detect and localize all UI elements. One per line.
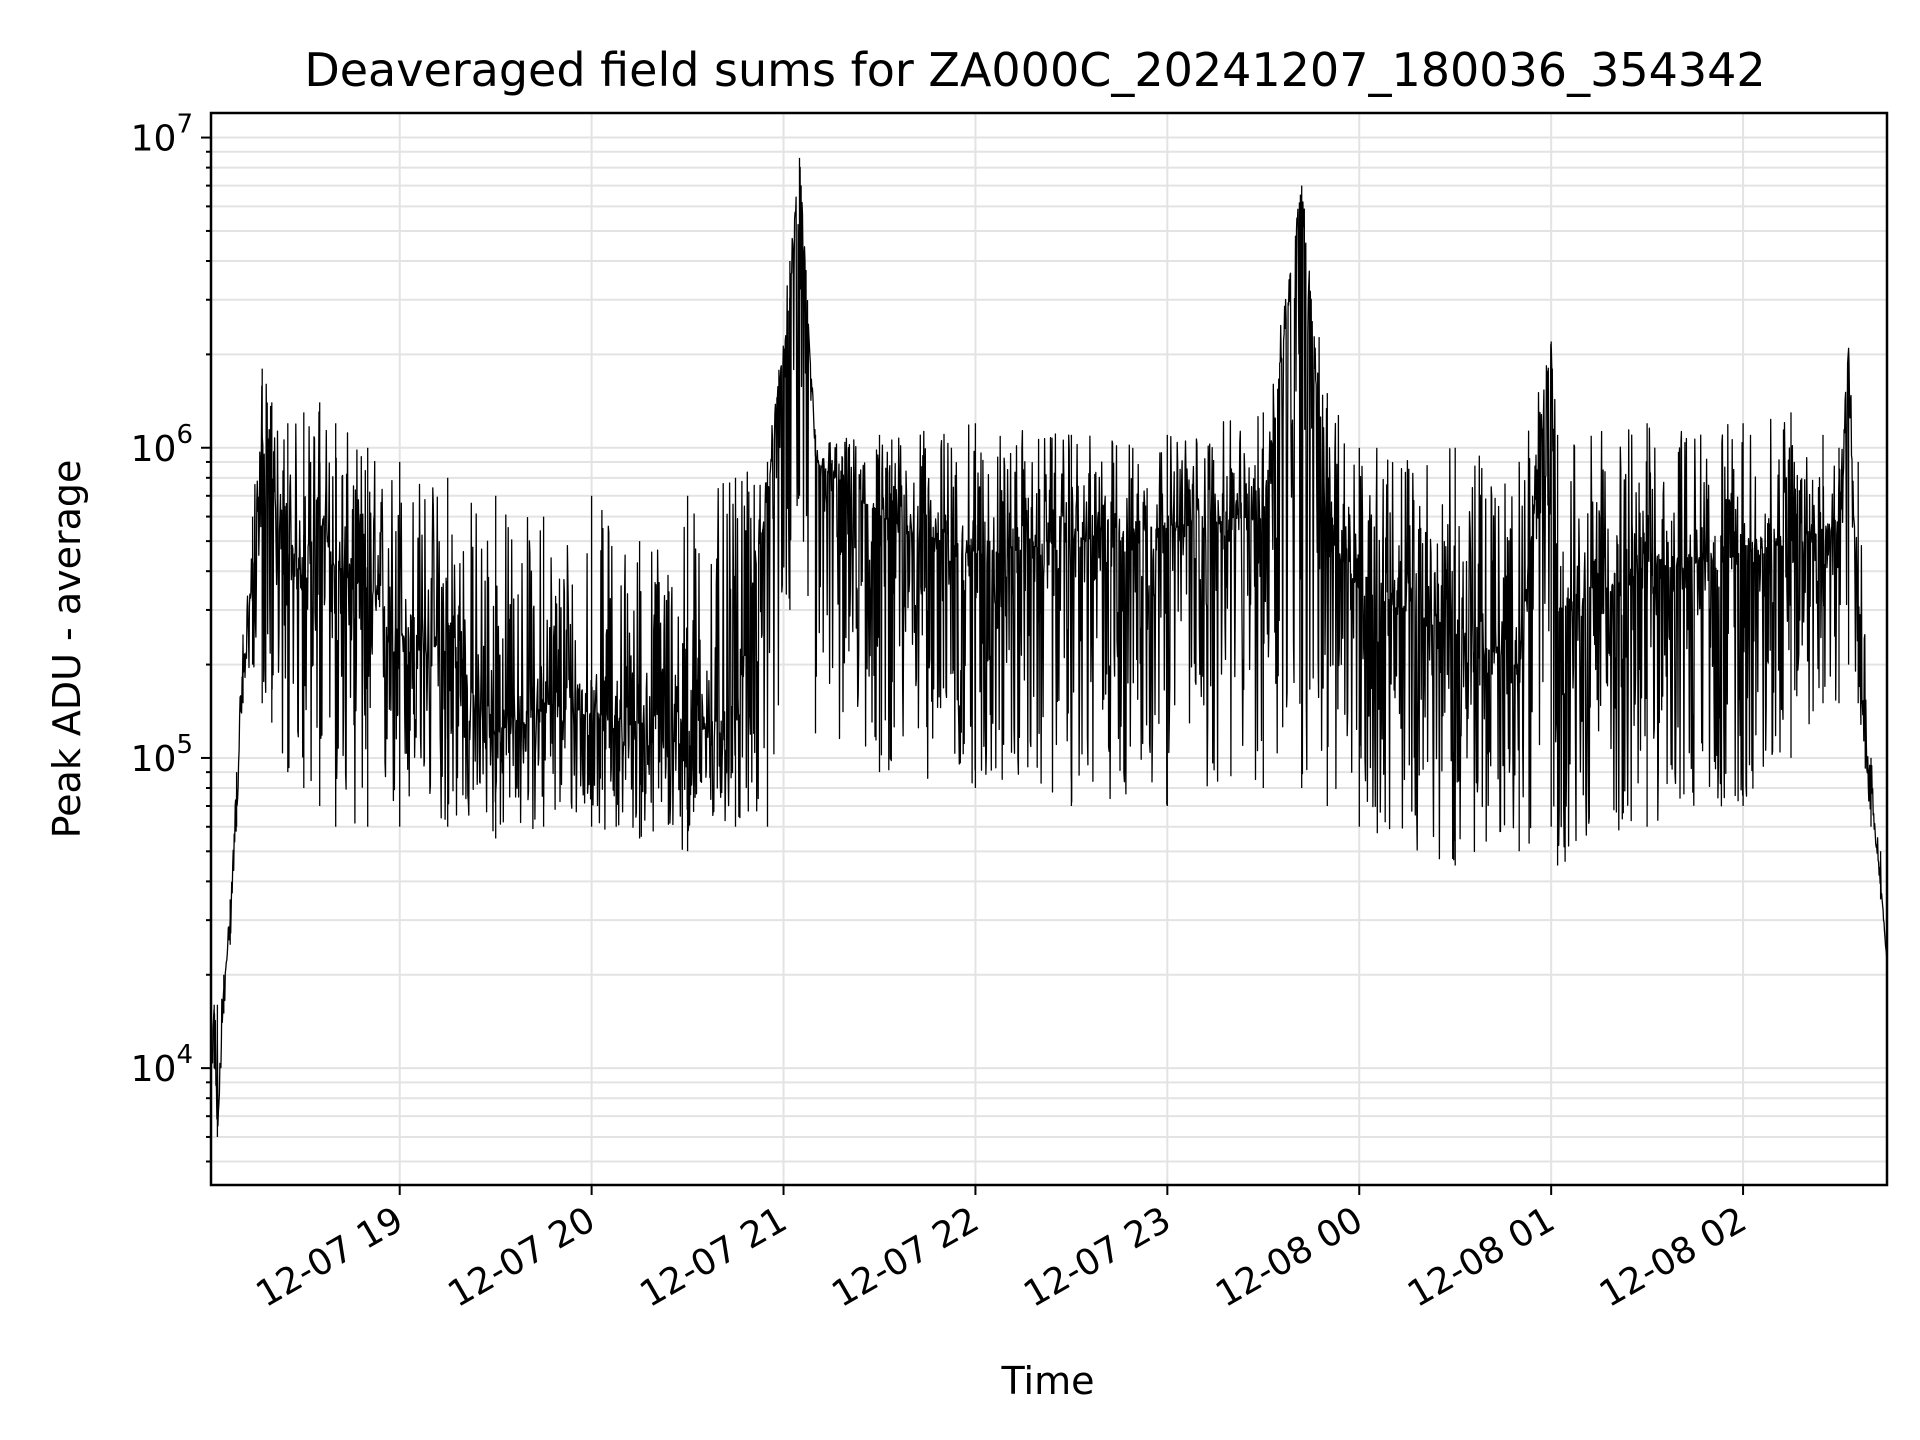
y-tick-label: 104 bbox=[131, 1040, 193, 1090]
x-tick-label: 12-07 21 bbox=[633, 1199, 794, 1315]
series-line bbox=[210, 157, 1888, 1137]
y-tick-exponent: 5 bbox=[176, 730, 193, 760]
y-tick-base: 10 bbox=[131, 119, 177, 160]
y-tick-label: 106 bbox=[131, 420, 193, 470]
x-tick-label: 12-07 19 bbox=[250, 1199, 411, 1315]
y-tick-base: 10 bbox=[131, 429, 177, 470]
chart-title: Deaveraged field sums for ZA000C_2024120… bbox=[304, 43, 1765, 97]
x-tick-label: 12-07 22 bbox=[825, 1199, 986, 1315]
y-tick-base: 10 bbox=[131, 739, 177, 780]
y-axis-label: Peak ADU - average bbox=[45, 460, 89, 839]
y-tick-label: 105 bbox=[131, 730, 193, 780]
grid bbox=[211, 113, 1887, 1185]
y-tick-exponent: 7 bbox=[176, 110, 193, 140]
x-axis: 12-07 19 12-07 20 12-07 21 12-07 22 12-07 23… bbox=[250, 1185, 1754, 1316]
y-tick-exponent: 4 bbox=[176, 1040, 193, 1070]
y-tick-exponent: 6 bbox=[176, 420, 193, 450]
x-tick-label: 12-08 01 bbox=[1401, 1199, 1562, 1315]
x-tick-label: 12-08 02 bbox=[1593, 1199, 1754, 1315]
plot-series bbox=[210, 157, 1888, 1137]
y-tick-label: 107 bbox=[131, 110, 193, 160]
x-tick-label: 12-07 20 bbox=[441, 1199, 602, 1315]
y-tick-base: 10 bbox=[131, 1049, 177, 1090]
x-axis-label: Time bbox=[1001, 1359, 1095, 1403]
x-tick-label: 12-08 00 bbox=[1209, 1199, 1370, 1315]
x-tick-label: 12-07 23 bbox=[1017, 1199, 1178, 1315]
plot-frame bbox=[209, 111, 1889, 1187]
